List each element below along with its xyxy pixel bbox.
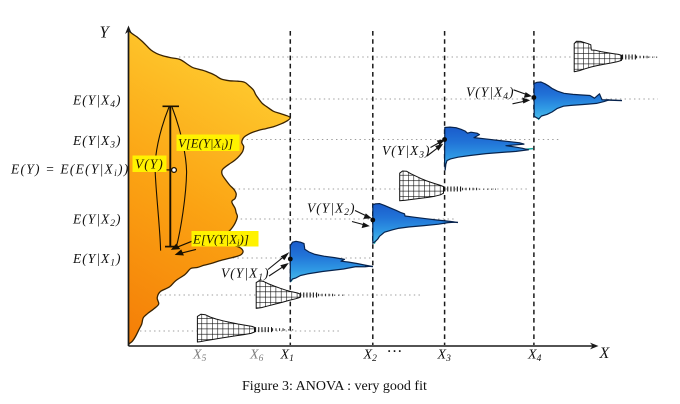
svg-text:···: ··· <box>387 344 403 361</box>
svg-text:E(Y|X3): E(Y|X3) <box>72 133 121 151</box>
svg-text:X: X <box>599 345 611 362</box>
svg-text:Y: Y <box>100 23 111 42</box>
svg-text:Figure 3: ANOVA : very good fi: Figure 3: ANOVA : very good fit <box>242 379 427 394</box>
svg-text:X6: X6 <box>249 348 264 365</box>
svg-text:V(Y|X4): V(Y|X4) <box>466 85 514 103</box>
svg-text:V(Y|X1): V(Y|X1) <box>221 266 269 284</box>
svg-text:E[V(Y|Xi)]: E[V(Y|Xi)] <box>192 232 249 248</box>
svg-text:X2: X2 <box>363 348 378 365</box>
svg-text:V(Y): V(Y) <box>135 157 164 172</box>
svg-text:V(Y|X3): V(Y|X3) <box>382 143 430 161</box>
svg-text:E(Y) = E(E(Y|Xi)): E(Y) = E(E(Y|Xi)) <box>10 162 129 180</box>
svg-text:E(Y|X2): E(Y|X2) <box>72 212 121 230</box>
svg-text:X4: X4 <box>527 348 542 365</box>
svg-text:E(Y|X1): E(Y|X1) <box>72 251 121 269</box>
svg-text:X5: X5 <box>192 348 207 365</box>
svg-text:X1: X1 <box>280 348 294 365</box>
svg-text:E(Y|X4): E(Y|X4) <box>72 93 121 111</box>
svg-text:V[E(Y|Xi)]: V[E(Y|Xi)] <box>178 137 233 152</box>
svg-text:V(Y|X2): V(Y|X2) <box>307 201 355 219</box>
svg-text:X3: X3 <box>437 348 452 365</box>
